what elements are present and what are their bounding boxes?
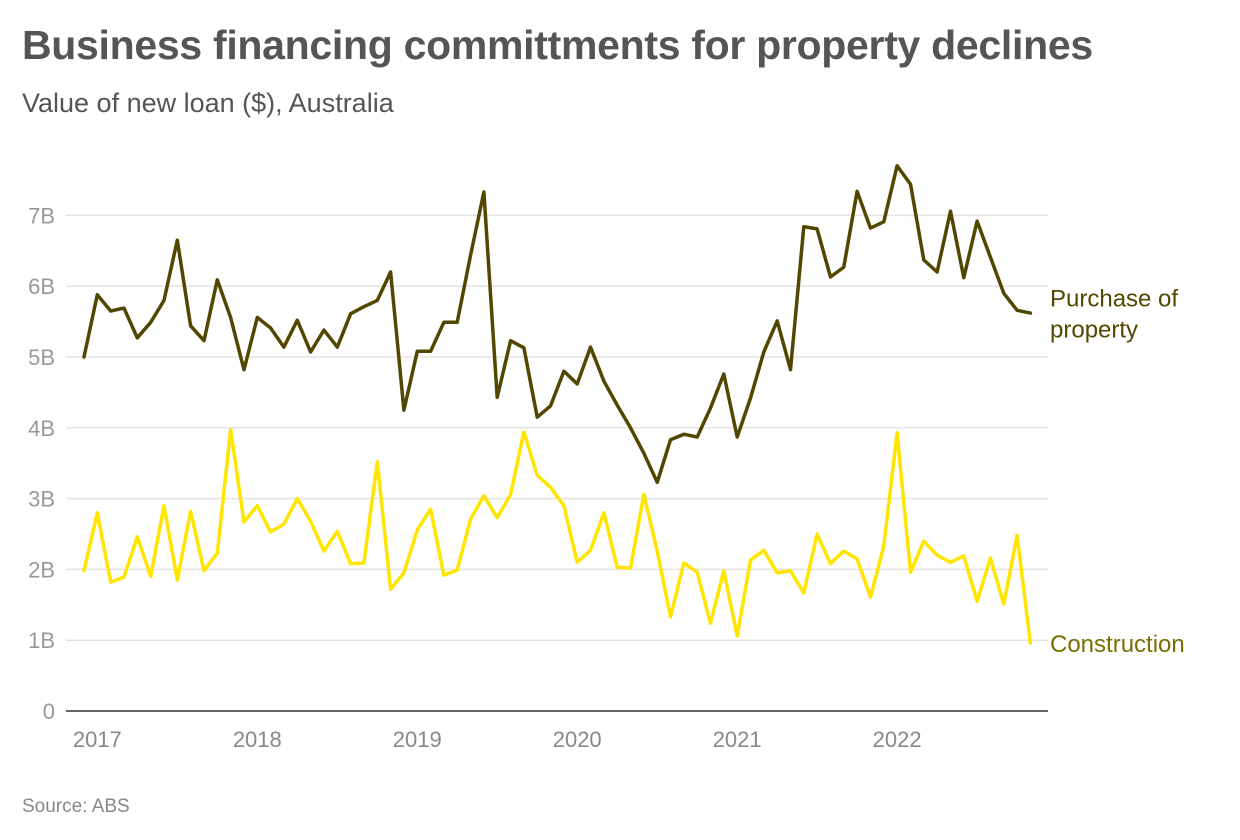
y-tick-label: 7B <box>28 203 55 228</box>
y-tick-label: 6B <box>28 274 55 299</box>
y-tick-label: 4B <box>28 416 55 441</box>
y-tick-label: 1B <box>28 628 55 653</box>
x-tick-label: 2018 <box>233 727 282 752</box>
chart-subtitle: Value of new loan ($), Australia <box>22 88 394 118</box>
y-tick-label: 3B <box>28 487 55 512</box>
series-line-construction <box>82 428 1033 645</box>
chart-title: Business financing committments for prop… <box>22 22 1093 68</box>
series-label: Construction <box>1050 631 1185 658</box>
y-tick-label: 0 <box>43 699 55 724</box>
y-tick-label: 5B <box>28 345 55 370</box>
series-line-purchase-of-property <box>82 164 1033 485</box>
source-note: Source: ABS <box>22 796 130 817</box>
x-tick-label: 2022 <box>873 727 922 752</box>
series-label: property <box>1050 317 1138 344</box>
x-tick-label: 2020 <box>553 727 602 752</box>
x-tick-label: 2021 <box>713 727 762 752</box>
x-tick-label: 2017 <box>73 727 122 752</box>
y-tick-label: 2B <box>28 557 55 582</box>
x-tick-label: 2019 <box>393 727 442 752</box>
series-label: Purchase of <box>1050 286 1178 313</box>
